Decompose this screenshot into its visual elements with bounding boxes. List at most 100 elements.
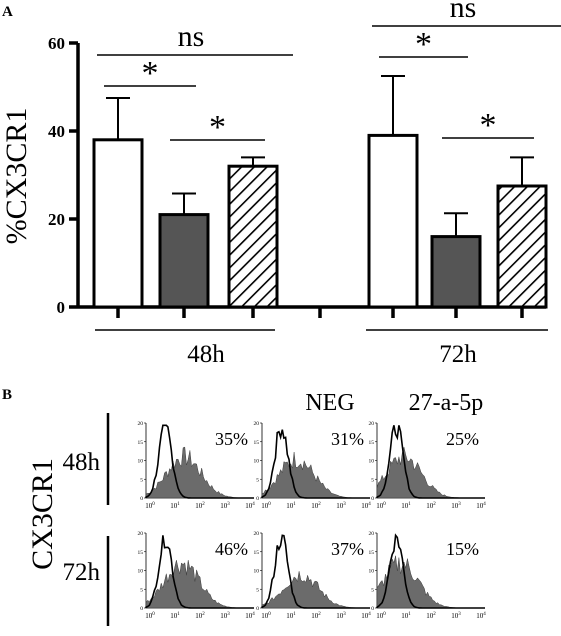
y-tick-label: 20: [48, 210, 65, 229]
tick-base: 10: [401, 612, 409, 620]
histogram-x-tick-label: 103: [220, 612, 230, 620]
tick-exponent: 2: [202, 502, 205, 507]
y-axis-title: %CX3CR1: [0, 108, 33, 245]
histogram-y-tick-label: 15: [138, 440, 144, 446]
histogram-x-tick-label: 102: [426, 502, 436, 510]
histogram-y-tick-label: 5: [256, 477, 259, 483]
tick-base: 10: [195, 502, 203, 510]
tick-base: 10: [376, 502, 384, 510]
tick-exponent: 4: [483, 502, 486, 507]
histogram-y-tick-label: 5: [371, 587, 374, 593]
tick-base: 10: [170, 612, 178, 620]
histogram-filled: [376, 555, 485, 609]
tick-exponent: 1: [408, 612, 411, 617]
histogram-y-tick-label: 20: [254, 531, 260, 537]
histogram-y-tick-label: 15: [369, 550, 375, 556]
histogram-y-tick-label: 5: [256, 587, 259, 593]
histogram-x-tick-label: 103: [451, 502, 461, 510]
percentage-label: 35%: [215, 429, 248, 449]
tick-base: 10: [476, 502, 484, 510]
histogram-x-tick-label: 100: [145, 502, 155, 510]
tick-exponent: 4: [252, 502, 255, 507]
histogram-y-tick-label: 0: [256, 606, 259, 612]
histogram-y-tick-label: 20: [254, 421, 260, 427]
significance-star-label: *: [415, 26, 432, 63]
histogram-x-tick-label: 104: [361, 502, 371, 510]
histogram-outline: [145, 424, 254, 499]
tick-exponent: 1: [177, 502, 180, 507]
tick-exponent: 1: [293, 502, 296, 507]
histogram-x-tick-label: 101: [170, 612, 180, 620]
y-tick-label: 60: [48, 34, 65, 53]
histogram-x-tick-label: 102: [311, 612, 321, 620]
histogram-y-tick-label: 10: [254, 459, 260, 465]
histogram-x-tick-label: 101: [286, 612, 296, 620]
tick-base: 10: [451, 502, 459, 510]
bar: [430, 235, 482, 309]
tick-exponent: 4: [483, 612, 486, 617]
histogram-y-tick-label: 0: [140, 496, 143, 502]
panel-b-letter: B: [2, 387, 12, 403]
tick-base: 10: [361, 502, 369, 510]
significance-star-label: *: [480, 107, 497, 144]
bar: [158, 213, 210, 309]
tick-exponent: 3: [458, 502, 461, 507]
tick-exponent: 2: [433, 502, 436, 507]
row-label: 72h: [63, 559, 101, 586]
bar: [496, 184, 548, 309]
tick-base: 10: [261, 612, 269, 620]
tick-base: 10: [220, 502, 228, 510]
histogram-x-tick-label: 101: [170, 502, 180, 510]
histogram-y-tick-label: 0: [140, 606, 143, 612]
percentage-label: 15%: [446, 539, 479, 559]
tick-base: 10: [476, 612, 484, 620]
tick-exponent: 2: [318, 612, 321, 617]
column-title: NEG: [305, 390, 354, 416]
significance-star-label: *: [142, 55, 159, 92]
percentage-label: 25%: [446, 429, 479, 449]
histogram-x-tick-label: 102: [195, 612, 205, 620]
histogram-x-tick-label: 102: [195, 502, 205, 510]
tick-base: 10: [426, 502, 434, 510]
histogram-y-tick-label: 10: [254, 569, 260, 575]
tick-base: 10: [261, 502, 269, 510]
histogram-x-tick-label: 104: [476, 502, 486, 510]
histogram-x-tick-label: 103: [220, 502, 230, 510]
y-tick-label: 40: [48, 122, 65, 141]
row-label: 48h: [63, 449, 101, 476]
tick-exponent: 1: [408, 502, 411, 507]
histogram-x-tick-label: 101: [401, 612, 411, 620]
histogram-x-tick-label: 100: [376, 502, 386, 510]
histogram-x-tick-label: 103: [451, 612, 461, 620]
histogram-outline: [376, 533, 485, 609]
histogram-filled: [145, 560, 254, 609]
histogram-y-tick-label: 20: [369, 531, 375, 537]
histogram-x-tick-label: 100: [145, 612, 155, 620]
histogram-y-tick-label: 15: [254, 440, 260, 446]
histogram-y-tick-label: 15: [138, 550, 144, 556]
tick-exponent: 2: [202, 612, 205, 617]
histogram-x-tick-label: 103: [336, 502, 346, 510]
histogram-outline: [145, 535, 254, 609]
tick-exponent: 1: [177, 612, 180, 617]
bar: [227, 164, 279, 309]
panel-a: A %CX3CR1 0 20 40 60 48h 72h ns * * ns * *: [0, 0, 561, 368]
histogram-x-tick-label: 104: [361, 612, 371, 620]
tick-base: 10: [426, 612, 434, 620]
group-label: 48h: [187, 341, 225, 368]
tick-exponent: 0: [152, 612, 155, 617]
histogram-x-tick-label: 101: [286, 502, 296, 510]
histogram-x-tick-label: 104: [476, 612, 486, 620]
histogram-y-tick-label: 20: [138, 421, 144, 427]
significance-ns-label: ns: [450, 0, 477, 24]
tick-base: 10: [195, 612, 203, 620]
tick-base: 10: [286, 502, 294, 510]
significance-star-label: *: [209, 109, 226, 146]
tick-base: 10: [145, 502, 153, 510]
tick-exponent: 3: [227, 612, 230, 617]
bar: [367, 133, 419, 309]
